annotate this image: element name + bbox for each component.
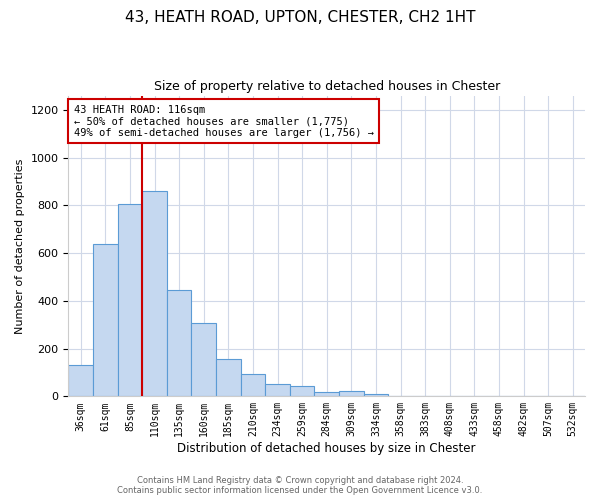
Title: Size of property relative to detached houses in Chester: Size of property relative to detached ho… [154,80,500,93]
Bar [93,244,118,396]
Bar [314,392,339,396]
Text: 43 HEATH ROAD: 116sqm
← 50% of detached houses are smaller (1,775)
49% of semi-d: 43 HEATH ROAD: 116sqm ← 50% of detached … [74,104,374,138]
Bar [142,191,167,396]
Bar [118,204,142,396]
Text: Contains HM Land Registry data © Crown copyright and database right 2024.
Contai: Contains HM Land Registry data © Crown c… [118,476,482,495]
X-axis label: Distribution of detached houses by size in Chester: Distribution of detached houses by size … [178,442,476,455]
Bar [290,386,314,396]
Bar [191,323,216,396]
Bar [339,391,364,396]
Bar [216,358,241,397]
Bar [167,290,191,397]
Y-axis label: Number of detached properties: Number of detached properties [15,158,25,334]
Bar [265,384,290,396]
Bar [364,394,388,396]
Bar [68,366,93,396]
Text: 43, HEATH ROAD, UPTON, CHESTER, CH2 1HT: 43, HEATH ROAD, UPTON, CHESTER, CH2 1HT [125,10,475,25]
Bar [241,374,265,396]
